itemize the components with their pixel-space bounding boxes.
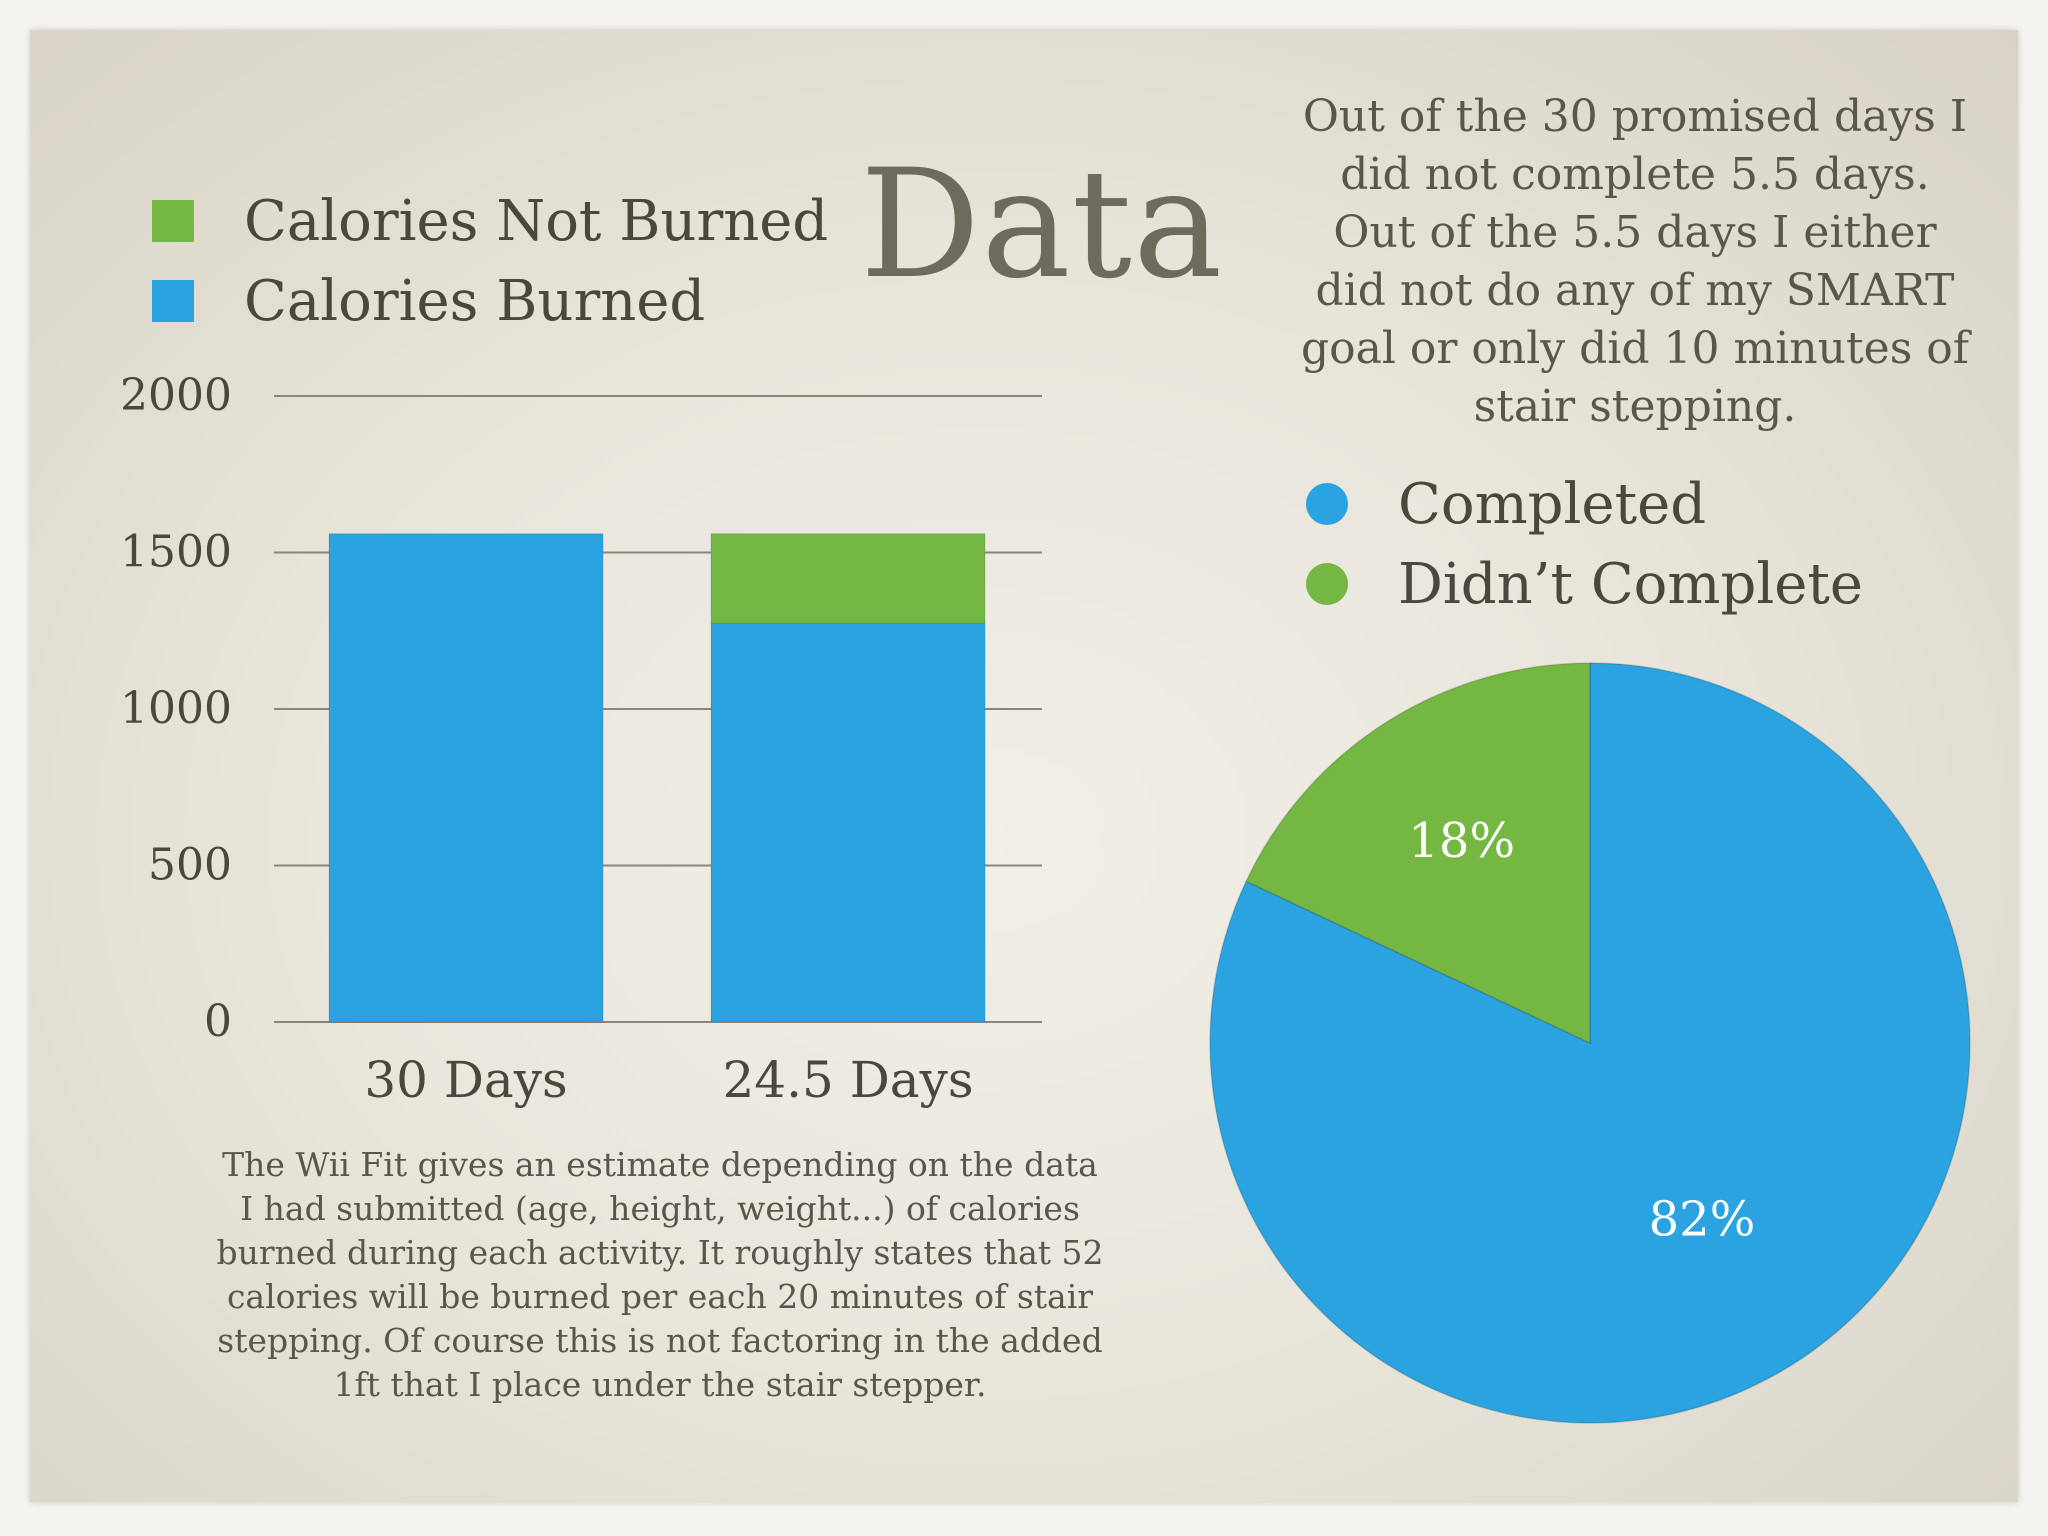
legend-label: Calories Burned (244, 268, 706, 334)
bar-segment (710, 622, 986, 1023)
legend-item-didnt-complete: Didn’t Complete (1306, 544, 1863, 624)
pie-slice-label: 18% (1408, 813, 1515, 869)
bar-segment (328, 533, 604, 1023)
x-tick-label: 24.5 Days (722, 1051, 973, 1109)
x-tick-label: 30 Days (364, 1051, 567, 1109)
legend-item-completed: Completed (1306, 464, 1863, 544)
legend-label: Calories Not Burned (244, 188, 829, 254)
y-tick-label: 500 (148, 840, 232, 891)
legend-label: Didn’t Complete (1398, 551, 1864, 617)
bar-chart: 0 500 1000 1500 2000 30 Days 24.5 Days (120, 370, 1042, 1109)
legend-label: Completed (1398, 471, 1707, 537)
pie-chart-legend: Completed Didn’t Complete (1306, 464, 1863, 624)
legend-swatch-blue (152, 280, 194, 322)
legend-item-calories-not-burned: Calories Not Burned (152, 181, 828, 261)
top-note: Out of the 30 promised days I did not co… (1300, 91, 1970, 432)
slide-title: Data (860, 138, 1224, 312)
pie-chart: 82% 18% (1209, 662, 1971, 1424)
pie-slice-label: 82% (1649, 1191, 1756, 1247)
bar-chart-legend: Calories Not Burned Calories Burned (152, 181, 828, 341)
y-tick-label: 0 (204, 996, 232, 1047)
legend-dot-green (1306, 563, 1348, 605)
pie-slice (1245, 662, 1591, 1045)
y-tick-label: 1000 (120, 683, 232, 734)
bottom-note: The Wii Fit gives an estimate depending … (216, 1145, 1104, 1404)
y-tick-label: 1500 (120, 527, 232, 578)
legend-dot-blue (1306, 483, 1348, 525)
legend-swatch-green (152, 200, 194, 242)
y-tick-label: 2000 (120, 370, 232, 421)
pie-slice (1209, 662, 1971, 1424)
legend-item-calories-burned: Calories Burned (152, 261, 828, 341)
bar-segment (710, 533, 986, 624)
